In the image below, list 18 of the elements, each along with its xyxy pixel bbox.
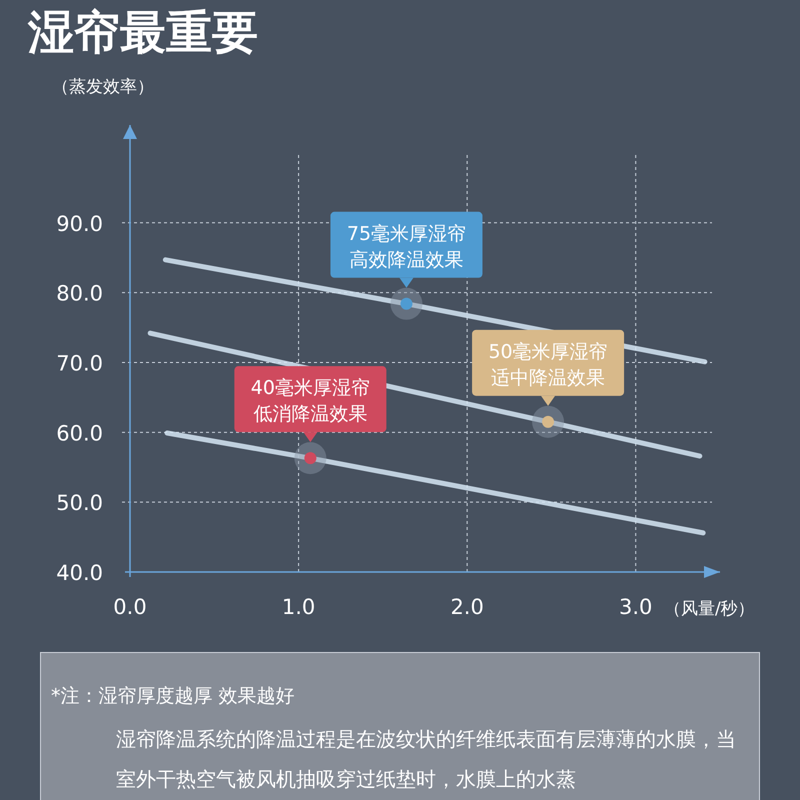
y-tick-label: 90.0 [56,212,103,236]
text: 50毫米厚湿帘适中降温效果 [488,340,608,389]
chart-title: 湿帘最重要 [27,5,258,59]
y-tick-label: 80.0 [56,282,103,306]
x-tick-label: 2.0 [450,595,484,619]
text: *注：湿帘厚度越厚 效果越好 [51,684,295,709]
x-tick-label: 3.0 [619,595,652,619]
y-tick-label: 50.0 [56,491,103,516]
text: 75毫米厚湿帘高效降温效果 [346,222,466,271]
y-tick-label: 40.0 [56,561,103,585]
y-axis-title: （蒸发效率） [52,77,154,97]
x-tick-label: 0.0 [113,595,147,619]
x-tick-label: 1.0 [282,595,316,619]
y-tick-label: 60.0 [56,421,103,446]
y-tick-label: 70.0 [56,351,103,376]
x-axis-title: （风量/秒） [664,599,755,619]
text: 40毫米厚湿帘低消降温效果 [250,377,370,426]
text: 湿帘降温系统的降温过程是在波纹状的纤维纸表面有层薄薄的水膜，当室外干热空气被风机抽吸穿过纸垫时，水膜上的水蒸 [116,726,736,793]
